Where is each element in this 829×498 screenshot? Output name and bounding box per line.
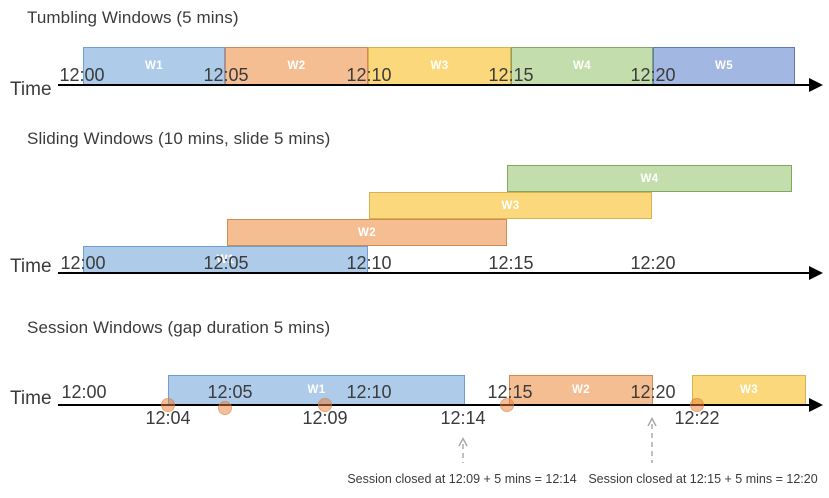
tumbling-window-w5: W5 (653, 47, 795, 85)
tumbling-tick-12-05: 12:05 (203, 65, 249, 85)
tumbling-window-label-w3: W3 (430, 60, 449, 72)
session-tick-12-15: 12:15 (487, 382, 533, 402)
sliding-time-axis (58, 272, 812, 274)
session-event-label-12-14: 12:14 (440, 408, 486, 428)
session-event-dot-unlabeled-2 (218, 401, 232, 415)
sliding-window-w1: W1 (83, 246, 368, 273)
session-close-arrow-2-icon (645, 417, 659, 464)
session-event-label-12-04: 12:04 (145, 408, 191, 428)
session-tick-12-05: 12:05 (207, 382, 253, 402)
tumbling-tick-12-15: 12:15 (488, 65, 534, 85)
sliding-window-label-w2: W2 (357, 226, 377, 239)
sliding-tick-12-15: 12:15 (488, 253, 534, 273)
sliding-window-label-w4: W4 (640, 172, 659, 185)
tumbling-axis-arrowhead-icon (809, 78, 823, 92)
session-time-axis-label: Time (10, 388, 52, 409)
tumbling-tick-12-20: 12:20 (630, 65, 676, 85)
tumbling-section-title: Tumbling Windows (5 mins) (27, 8, 239, 27)
tumbling-tick-12-00: 12:00 (59, 65, 105, 85)
session-close-note-2: Session closed at 12:15 + 5 mins = 12:20 (588, 472, 818, 486)
sliding-window-w4: W4 (507, 165, 792, 192)
session-event-dot-12-15 (500, 398, 514, 412)
tumbling-window-label-w2: W2 (287, 60, 306, 72)
tumbling-window-label-w5: W5 (714, 60, 734, 72)
session-event-label-12-22: 12:22 (674, 408, 720, 428)
sliding-tick-12-10: 12:10 (346, 253, 392, 273)
session-event-dot-12-04 (161, 398, 175, 412)
session-close-arrow-1-icon (456, 437, 470, 464)
sliding-window-w2: W2 (227, 219, 507, 246)
session-event-dot-12-09 (318, 398, 332, 412)
session-section-title: Session Windows (gap duration 5 mins) (27, 318, 331, 337)
session-window-w1: W1 (168, 375, 465, 405)
session-tick-12-00: 12:00 (61, 382, 107, 402)
sliding-window-label-w1: W1 (216, 253, 235, 266)
session-event-dot-12-22 (690, 398, 704, 412)
tumbling-window-label-w1: W1 (144, 60, 164, 72)
session-tick-12-20: 12:20 (630, 382, 676, 402)
tumbling-window-label-w4: W4 (572, 60, 592, 72)
sliding-section-title: Sliding Windows (10 mins, slide 5 mins) (27, 129, 331, 148)
sliding-axis-arrowhead-icon (809, 266, 823, 280)
session-close-note-1: Session closed at 12:09 + 5 mins = 12:14 (347, 472, 577, 486)
tumbling-window-w3: W3 (368, 47, 511, 85)
session-window-w3: W3 (692, 375, 806, 405)
sliding-time-axis-label: Time (10, 256, 52, 277)
session-event-label-12-09: 12:09 (302, 408, 348, 428)
session-window-label-w2: W2 (571, 384, 591, 396)
sliding-tick-12-05: 12:05 (203, 253, 249, 273)
session-window-label-w1: W1 (307, 384, 326, 396)
tumbling-tick-12-10: 12:10 (346, 65, 392, 85)
sliding-tick-12-20: 12:20 (630, 253, 676, 273)
session-axis-arrowhead-icon (809, 398, 823, 412)
sliding-window-label-w3: W3 (501, 199, 520, 212)
sliding-window-w3: W3 (369, 192, 652, 219)
tumbling-time-axis (58, 84, 812, 86)
session-tick-12-10: 12:10 (346, 382, 392, 402)
sliding-tick-12-00: 12:00 (60, 253, 106, 273)
tumbling-window-w1: W1 (83, 47, 225, 85)
tumbling-time-axis-label: Time (10, 79, 52, 100)
session-time-axis (58, 404, 812, 406)
session-window-label-w3: W3 (739, 384, 759, 396)
